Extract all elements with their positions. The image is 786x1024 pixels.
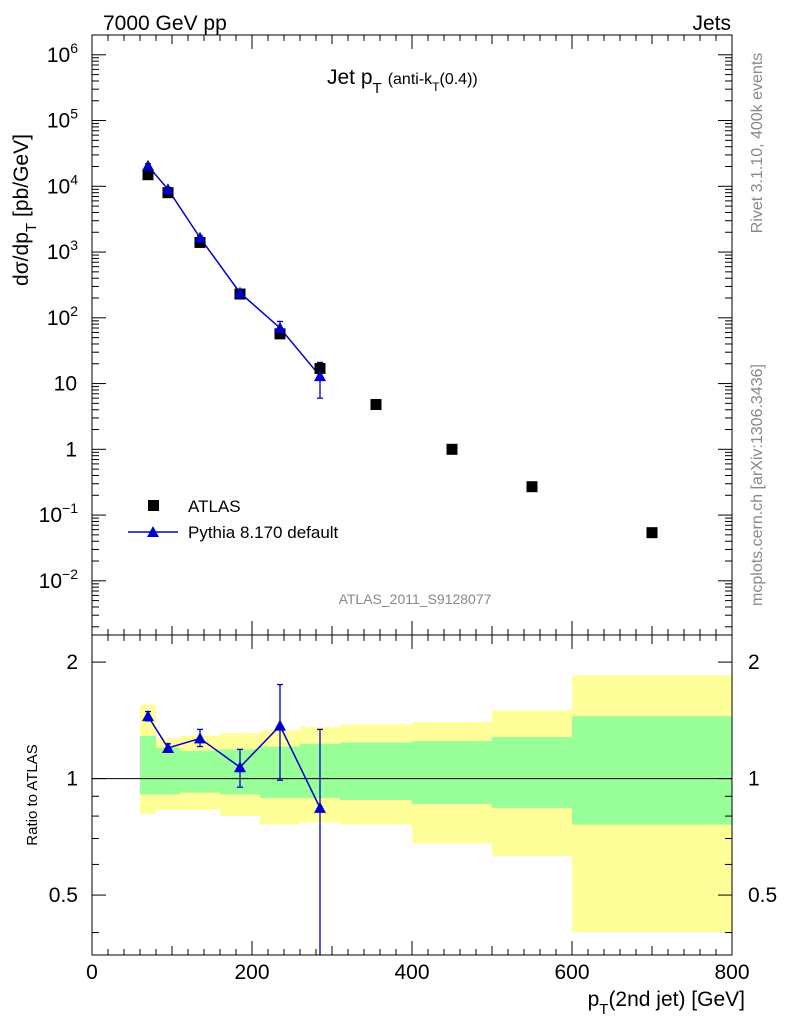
x-axis-label: pT(2nd jet) [GeV]	[588, 988, 745, 1018]
title-main: Jet p	[327, 66, 373, 89]
x-tick-label: 200	[234, 961, 269, 984]
header-energy: 7000 GeV pp	[103, 12, 227, 35]
analysis-id: ATLAS_2011_S9128077	[339, 591, 492, 607]
ratio-y-tick-labels: 0.5 0.5 1 1 2 2	[49, 651, 777, 907]
atlas-point	[526, 481, 538, 493]
x-tick-labels: 0 200 400 600 800	[86, 961, 749, 984]
legend: ATLAS Pythia 8.170 default	[128, 497, 339, 542]
ratio-y-tick-label-right: 1	[748, 768, 760, 791]
y-tick-label: 10−1	[39, 500, 79, 527]
ylabel-sub: T	[23, 223, 40, 232]
main-y-tick-labels: 10−2 10−1 1 10 102 103 104 105 106	[39, 40, 79, 593]
ratio-axis-ticks	[91, 635, 733, 955]
legend-marker-mc	[147, 526, 159, 537]
ratio-y-axis-label: Ratio to ATLAS	[24, 744, 41, 845]
ratio-mc-point	[314, 801, 326, 813]
ratio-y-tick-label-right: 0.5	[748, 884, 777, 907]
mc-point	[194, 231, 206, 243]
main-y-axis-label: dσ/dpT [pb/GeV]	[10, 134, 40, 286]
band-inner	[180, 750, 220, 793]
ratio-mc-point	[274, 719, 286, 731]
y-tick-label: 10	[54, 373, 77, 396]
y-tick-label: 102	[47, 303, 78, 330]
ratio-uncertainty-bands	[140, 675, 732, 933]
x-tick-label: 600	[554, 961, 589, 984]
y-tick-label: 1	[65, 438, 77, 461]
atlas-point	[142, 169, 154, 181]
x-tick-label: 0	[86, 961, 98, 984]
band-inner	[412, 741, 492, 804]
y-tick-label: 104	[47, 171, 78, 198]
mc-point	[162, 183, 174, 195]
ratio-mc-point	[194, 732, 206, 744]
main-frame	[91, 34, 733, 636]
band-inner	[140, 735, 156, 795]
ylabel-unit: [pb/GeV]	[10, 134, 33, 217]
band-inner	[156, 747, 180, 795]
atlas-point	[314, 362, 326, 374]
atlas-point	[446, 443, 458, 455]
header-category: Jets	[692, 12, 731, 35]
main-axis-ticks	[91, 34, 733, 635]
ratio-mc-point	[162, 741, 174, 753]
y-tick-label: 105	[47, 106, 78, 133]
title-sub: T	[373, 80, 382, 97]
mc-point	[274, 321, 286, 333]
atlas-point	[274, 328, 286, 340]
chart-title: Jet pT(anti-kT(0.4))	[327, 66, 478, 97]
ratio-y-tick-label-right: 2	[748, 651, 760, 674]
ratio-y-tick-label: 1	[66, 768, 78, 791]
ratio-panel: 0.5 0.51 12 2 Ratio to ATLAS 0 200 400 600 800 …	[24, 634, 777, 1018]
ratio-mc-point	[234, 761, 246, 773]
y-tick-label: 10−2	[39, 566, 79, 593]
mc-line	[147, 165, 321, 377]
band-inner	[340, 742, 412, 801]
atlas-point	[370, 399, 382, 411]
mcplots-label: mcplots.cern.ch [arXiv:1306.3436]	[749, 364, 766, 606]
title-sub2: T	[432, 80, 440, 94]
y-tick-label: 106	[47, 40, 78, 67]
ratio-y-tick-label: 0.5	[49, 884, 78, 907]
ratio-mc-point	[142, 710, 154, 722]
mc-point	[314, 370, 326, 382]
xlabel-rest: (2nd jet) [GeV]	[608, 988, 745, 1011]
x-tick-label: 400	[394, 961, 429, 984]
ratio-frame	[91, 634, 733, 956]
mc-point	[142, 159, 154, 171]
atlas-point	[646, 527, 658, 539]
mc-point	[234, 286, 246, 298]
title-rest: (anti-k	[388, 71, 433, 88]
legend-label-mc: Pythia 8.170 default	[188, 523, 339, 542]
ylabel-main: dσ/dp	[10, 232, 33, 286]
title-end: (0.4))	[440, 71, 478, 88]
xlabel-sub: T	[599, 1001, 608, 1018]
x-tick-label: 800	[714, 961, 749, 984]
legend-marker-atlas	[148, 500, 159, 511]
ratio-mc-line	[147, 715, 321, 809]
ratio-data-marks	[142, 683, 326, 955]
legend-label-atlas: ATLAS	[188, 497, 241, 516]
main-data-marks	[142, 159, 658, 539]
band-inner	[492, 737, 572, 808]
ratio-y-tick-label: 2	[66, 651, 78, 674]
band-inner	[572, 716, 732, 825]
y-tick-label: 103	[47, 237, 78, 264]
rivet-label: Rivet 3.1.10, 400k events	[749, 53, 766, 234]
xlabel-main: p	[588, 988, 600, 1011]
